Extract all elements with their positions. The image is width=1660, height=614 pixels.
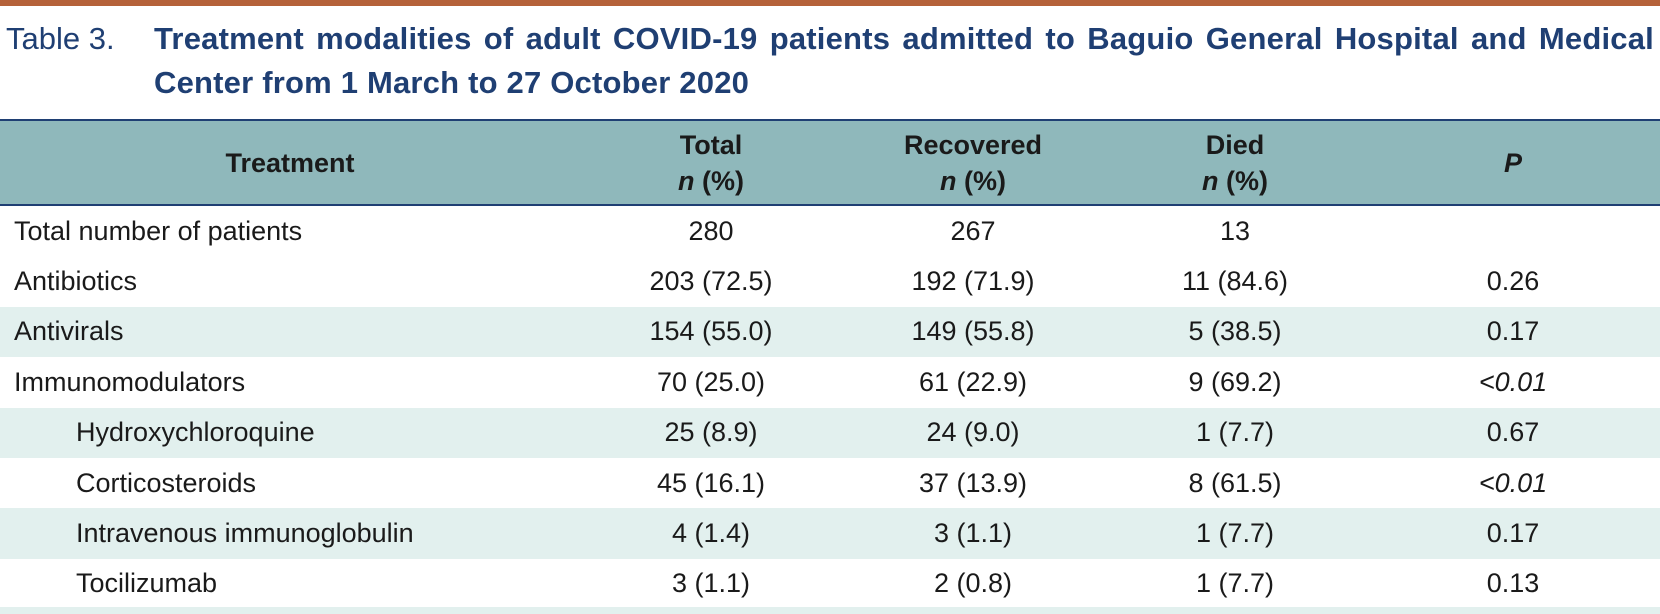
row-label: Corticosteroids [76, 467, 257, 498]
cell-died: 1 (7.7) [1104, 407, 1366, 458]
cell-p-value: 0.17 [1366, 306, 1660, 358]
treatment-table: Treatment Total n (%) Recovered n (%) Di… [0, 119, 1660, 609]
table-row: Intravenous immunoglobulin 4 (1.4) 3 (1.… [0, 508, 1660, 559]
header-p-value: P [1366, 119, 1660, 206]
cell-recovered: 2 (0.8) [933, 568, 1013, 599]
table-number: Table 3. [6, 21, 115, 56]
row-label: Tocilizumab [76, 568, 218, 599]
header-died: Died n (%) [1104, 119, 1366, 206]
cell-total: 3 (1.1) [671, 568, 751, 599]
header-treatment: Treatment [0, 119, 580, 206]
cell-died: 8 (61.5) [1188, 467, 1282, 498]
cell-p-value: 0.26 [1486, 266, 1540, 297]
cell-p-value: <0.01 [1478, 467, 1548, 498]
table-row: Antibiotics 203 (72.5) 192 (71.9) 11 (84… [0, 256, 1660, 306]
cell-died: 1 (7.7) [1104, 508, 1366, 559]
table-row: Antivirals 154 (55.0) 149 (55.8) 5 (38.5… [0, 306, 1660, 358]
row-label: Total number of patients [14, 215, 303, 246]
table-header-row: Treatment Total n (%) Recovered n (%) Di… [0, 119, 1660, 206]
cell-total: 25 (8.9) [580, 407, 842, 458]
cell-total: 4 (1.4) [580, 508, 842, 559]
cell-died: 11 (84.6) [1181, 266, 1289, 297]
header-recovered: Recovered n (%) [842, 119, 1104, 206]
cell-total: 280 [688, 215, 734, 246]
top-accent-rule [0, 0, 1660, 6]
cell-recovered: 192 (71.9) [911, 266, 1035, 297]
table-row: Corticosteroids 45 (16.1) 37 (13.9) 8 (6… [0, 458, 1660, 508]
row-label: Antivirals [0, 306, 580, 358]
cell-died: 13 [1219, 215, 1251, 246]
row-label: Intravenous immunoglobulin [0, 508, 580, 559]
row-label: Immunomodulators [14, 366, 246, 397]
table-row: Immunomodulators 70 (25.0) 61 (22.9) 9 (… [0, 357, 1660, 407]
cell-p-value [1366, 205, 1660, 256]
cell-total: 45 (16.1) [656, 467, 766, 498]
header-total: Total n (%) [580, 119, 842, 206]
cell-total: 154 (55.0) [580, 306, 842, 358]
table-title: Treatment modalities of adult COVID-19 p… [154, 21, 1654, 100]
cell-p-value: 0.13 [1486, 568, 1540, 599]
cell-died: 1 (7.7) [1195, 568, 1275, 599]
cell-died: 5 (38.5) [1104, 306, 1366, 358]
cell-total: 70 (25.0) [656, 366, 766, 397]
row-label: Antibiotics [14, 266, 138, 297]
row-label: Hydroxychloroquine [0, 407, 580, 458]
cell-recovered: 3 (1.1) [842, 508, 1104, 559]
table-row: Total number of patients 280 267 13 [0, 205, 1660, 256]
table-caption: Table 3. Treatment modalities of adult C… [6, 17, 1654, 105]
cell-recovered: 61 (22.9) [918, 366, 1028, 397]
table-row: Tocilizumab 3 (1.1) 2 (0.8) 1 (7.7) 0.13 [0, 559, 1660, 609]
cell-p-value: 0.17 [1366, 508, 1660, 559]
cell-recovered: 24 (9.0) [842, 407, 1104, 458]
cell-p-value: 0.67 [1366, 407, 1660, 458]
cell-recovered: 37 (13.9) [918, 467, 1028, 498]
cell-recovered: 267 [950, 215, 996, 246]
table-row: Hydroxychloroquine 25 (8.9) 24 (9.0) 1 (… [0, 407, 1660, 458]
cell-p-value: <0.01 [1478, 366, 1548, 397]
cell-total: 203 (72.5) [649, 266, 773, 297]
table-bottom-band [0, 607, 1660, 614]
cell-recovered: 149 (55.8) [842, 306, 1104, 358]
cell-died: 9 (69.2) [1188, 366, 1282, 397]
